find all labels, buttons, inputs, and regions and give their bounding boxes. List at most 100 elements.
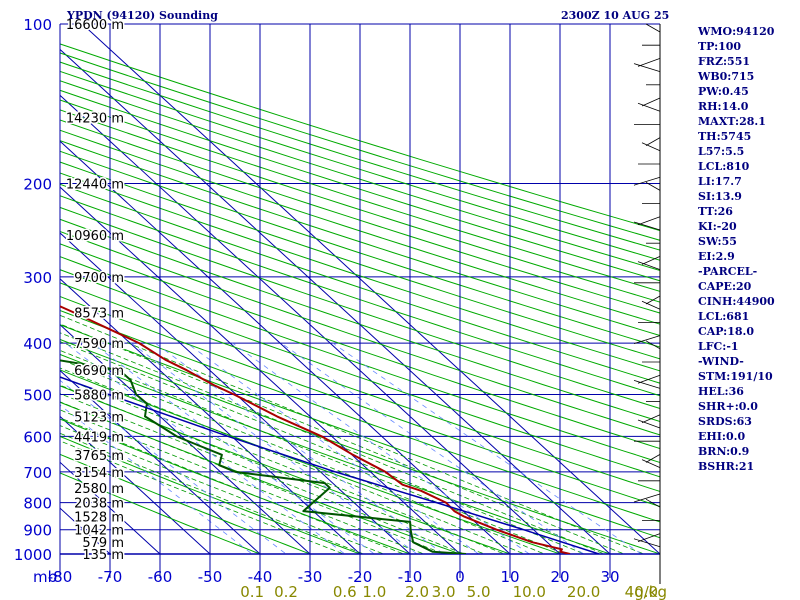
index-item: SRDS:63 <box>698 415 752 428</box>
mixing-ratio-label: 2.0 <box>405 583 429 600</box>
sounding-series <box>60 305 600 554</box>
dry-adiabat <box>60 129 660 325</box>
pressure-tick-label: 800 <box>23 495 52 513</box>
height-label: 12440 m <box>66 178 124 193</box>
moist-adiabat <box>60 432 365 554</box>
wind-barb <box>645 454 661 463</box>
temperature-tick-label: -10 <box>398 568 423 586</box>
dry-adiabat <box>60 230 660 436</box>
isotherm <box>60 415 211 554</box>
dewpoint-line <box>60 359 467 554</box>
index-item: TH:5745 <box>698 130 752 143</box>
pressure-tick-label: 600 <box>23 428 52 446</box>
chart-title: YPDN (94120) Sounding <box>67 9 218 22</box>
mixing-ratio-label: 1.0 <box>362 583 386 600</box>
mixing-ratio-label: 5.0 <box>467 583 491 600</box>
index-item: TP:100 <box>698 40 742 53</box>
dry-adiabat <box>60 195 660 397</box>
pressure-tick-label: 700 <box>23 464 52 482</box>
sounding-time: 2300Z 10 AUG 25 <box>561 9 670 22</box>
dry-adiabat <box>60 309 660 523</box>
dry-adiabat <box>60 324 660 539</box>
dry-adiabat <box>60 89 660 282</box>
mixing-ratio-line <box>130 342 418 554</box>
index-item: SI:13.9 <box>698 190 742 203</box>
index-item: CAPE:20 <box>698 280 752 293</box>
height-label: 9700 m <box>74 271 124 286</box>
index-item: WB0:715 <box>698 70 755 83</box>
wind-barb <box>637 533 661 542</box>
dry-adiabat <box>60 435 362 554</box>
mixing-ratio-line <box>60 404 253 554</box>
wind-barb <box>641 256 661 265</box>
index-item: TT:26 <box>698 205 733 218</box>
temperature-tick-label: -60 <box>148 568 173 586</box>
dry-adiabat <box>60 218 660 423</box>
mixing-ratio-label: 0.6 <box>333 583 357 600</box>
mixing-ratio-line <box>92 342 376 554</box>
temperature-tick-label: -40 <box>248 568 273 586</box>
isotherm <box>60 369 261 554</box>
height-label: 3154 m <box>74 466 124 481</box>
pressure-tick-label: 500 <box>23 386 52 404</box>
temperature-tick-label: 20 <box>550 568 569 586</box>
dry-adiabat <box>60 282 660 492</box>
dry-adiabat <box>60 295 660 508</box>
index-item: RH:14.0 <box>698 100 749 113</box>
dry-adiabat <box>60 472 262 554</box>
wind-barb <box>645 137 661 146</box>
mixing-ratio-line <box>154 342 445 554</box>
wind-barb <box>633 335 661 344</box>
mixing-ratio-line <box>60 379 287 554</box>
dry-adiabat <box>60 206 660 410</box>
wind-barb <box>633 63 661 72</box>
index-item: WMO:94120 <box>698 25 775 38</box>
temperature-line <box>60 305 571 554</box>
height-label: 10960 m <box>66 229 124 244</box>
temperature-tick-label: -20 <box>348 568 373 586</box>
wind-barb <box>637 419 661 429</box>
dry-adiabat <box>60 453 312 554</box>
moist-adiabat <box>60 314 645 554</box>
index-item: STM:191/10 <box>698 370 773 383</box>
moist-adiabat <box>60 425 385 554</box>
temperature-tick-label: -50 <box>198 568 223 586</box>
wind-barb <box>641 97 661 107</box>
isotherm <box>60 232 411 554</box>
height-label: 1042 m <box>74 524 124 539</box>
moist-adiabat <box>60 384 486 554</box>
temperature-tick-labels: mb-80 -70 -60 -50 -40 -30 -20 -10 0 10 20 30 <box>33 568 620 586</box>
mixing-ratio-label: 0.2 <box>274 583 298 600</box>
index-item: PW:0.45 <box>698 85 749 98</box>
mixing-ratio-label: 40.0 <box>625 583 658 600</box>
index-item: LCL:810 <box>698 160 750 173</box>
dry-adiabat <box>60 119 660 314</box>
height-label: 135 m <box>82 548 124 563</box>
dry-adiabat <box>60 338 660 554</box>
height-label: 8573 m <box>74 306 124 321</box>
pressure-tick-label: 300 <box>23 269 52 287</box>
dry-adiabat <box>60 99 660 292</box>
isotherm <box>60 48 611 554</box>
temperature-tick-label: -70 <box>98 568 123 586</box>
wind-barb <box>641 142 661 152</box>
moist-adiabat <box>60 409 425 554</box>
wind-barb <box>633 221 661 231</box>
mixing-ratio-tick-labels: 0.1 0.2 0.6 1.0 2.0 3.0 5.0 10.0 20.0 40.0g/kg <box>240 583 667 600</box>
moist-adiabat <box>60 358 546 554</box>
wind-barb-column <box>633 23 661 584</box>
isotherm <box>60 94 561 554</box>
dry-adiabat <box>60 269 660 478</box>
isotherm <box>0 24 10 554</box>
height-label: 5880 m <box>74 388 124 403</box>
index-item: EI:2.9 <box>698 250 735 263</box>
height-label: 579 m <box>82 536 124 551</box>
index-item: SHR+:0.0 <box>698 400 758 413</box>
dry-adiabat <box>60 109 660 303</box>
index-item: BRN:0.9 <box>698 445 750 458</box>
height-label: 4419 m <box>74 430 124 445</box>
temperature-tick-label: -80 <box>48 568 73 586</box>
mixing-ratio-label: 10.0 <box>513 583 546 600</box>
height-label: 5123 m <box>74 410 124 425</box>
